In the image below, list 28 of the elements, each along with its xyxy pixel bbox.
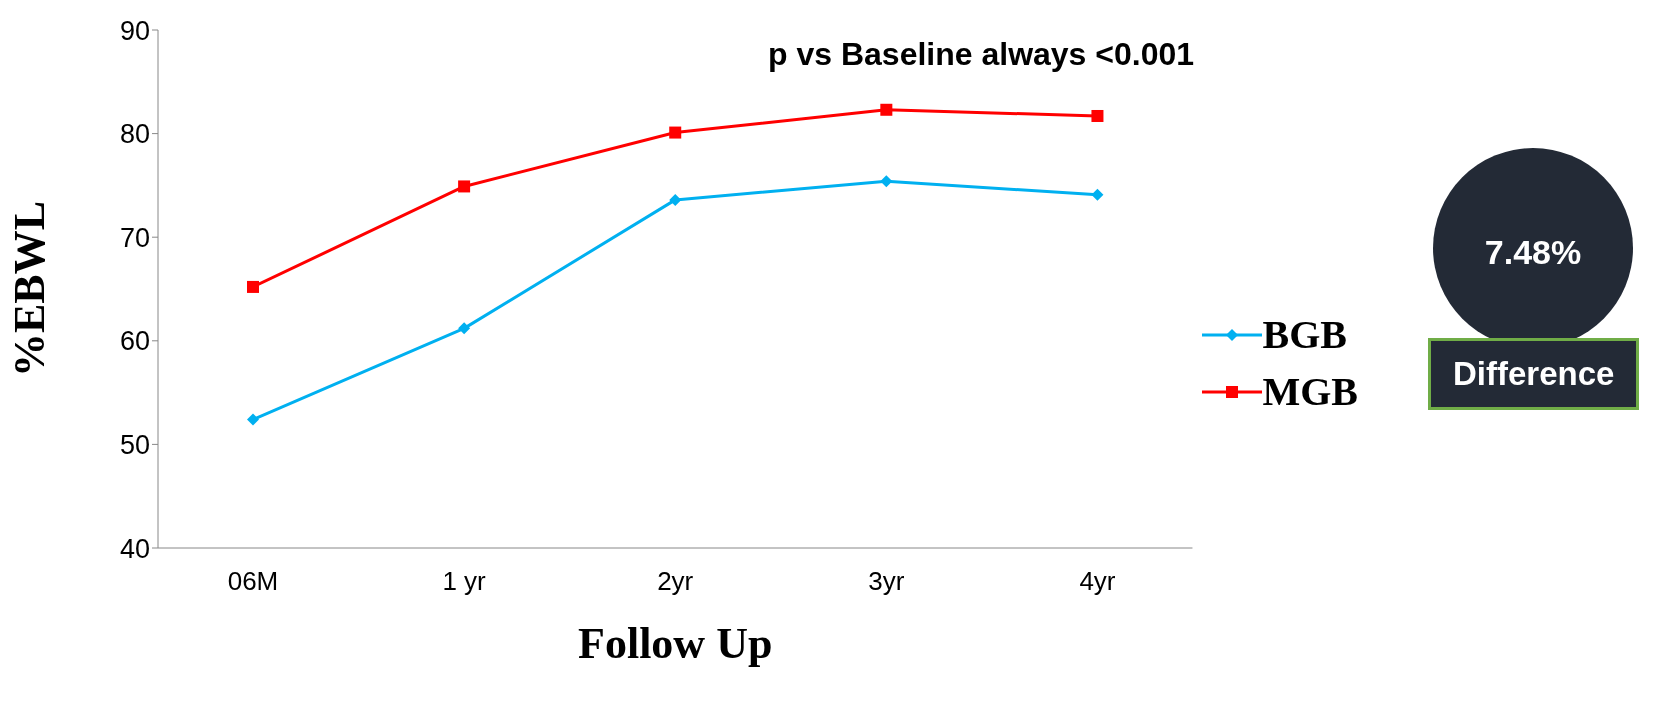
point [669, 126, 682, 139]
y-tick-label: 60 [119, 326, 150, 357]
label-box: Difference [1428, 338, 1640, 410]
point [1091, 109, 1104, 122]
point [247, 413, 259, 426]
point [880, 103, 893, 116]
x-tick-label: 4yr [1079, 566, 1116, 597]
x-tick-label: 2yr [657, 566, 694, 597]
point [880, 175, 893, 188]
x-axis-title: Follow Up [578, 619, 773, 668]
point [458, 180, 471, 193]
point [669, 193, 682, 206]
y-tick-label: 70 [119, 222, 150, 253]
text: 7.48% [1483, 233, 1583, 272]
x-tick-label: 3yr [868, 566, 905, 597]
legend-label: MGB [1262, 368, 1358, 415]
y-tick-label: 50 [119, 429, 150, 460]
y-tick-label: 90 [119, 15, 150, 46]
y-tick-label: 40 [119, 533, 150, 564]
y-tick-label: 80 [119, 119, 150, 150]
point [458, 322, 471, 335]
x-tick-label: 06M [227, 566, 279, 597]
annotation: p vs Baseline always <0.001 [768, 36, 1195, 73]
point [1091, 188, 1104, 201]
y-axis-title: %EBWL [4, 200, 54, 378]
legend-label: BGB [1262, 311, 1347, 358]
point [247, 280, 259, 293]
x-tick-label: 1 yr [442, 566, 487, 597]
